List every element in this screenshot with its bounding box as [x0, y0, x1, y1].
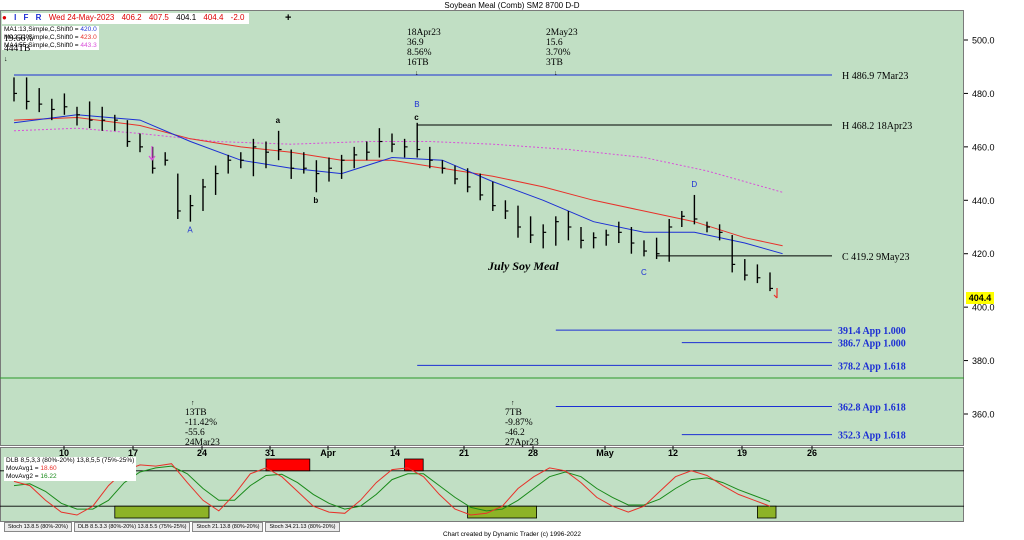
projection-label: 362.8 App 1.618 — [838, 403, 906, 414]
ma-legend: MA1:13,Simple,C,Shift0 = 420.0 MA2:21,Si… — [2, 26, 99, 50]
wave-label: b — [313, 196, 318, 205]
bar-high: 407.5 — [148, 13, 169, 22]
osc-legend-row: DLB 8,5,3,3 (80%-20%) 13,8,5,5 (75%-25%) — [6, 457, 135, 464]
y-tick-label: 480.0 — [972, 89, 995, 99]
bar-open: 406.2 — [121, 13, 142, 22]
buy-marker-arrow — [148, 146, 156, 161]
x-tick-label: 21 — [459, 448, 469, 458]
osc-overbought-box — [404, 458, 424, 472]
pin-icon[interactable]: ● — [2, 13, 7, 22]
price-axis — [964, 10, 1024, 446]
bar-low: 404.1 — [176, 13, 197, 22]
y-tick-label: 400.0 — [972, 303, 995, 313]
osc-legend-row: MovAvg2 = 16.22 — [6, 473, 57, 480]
osc-slow-line — [13, 465, 771, 512]
osc-fast-line — [13, 463, 771, 516]
ma21-line — [13, 116, 783, 247]
price-chart-panel[interactable] — [0, 10, 964, 446]
x-tick-label: 10 — [59, 448, 69, 458]
y-tick-label: 420.0 — [972, 249, 995, 259]
x-tick-label: 24 — [197, 448, 207, 458]
x-tick-label: 28 — [528, 448, 538, 458]
chart-note: July Soy Meal — [488, 259, 559, 273]
x-tick-label: May — [596, 448, 614, 458]
ma-legend-row: MA4:55,Simple,C,Shift0 = 443.3 — [4, 42, 97, 49]
level-label: H 486.9 7Mar23 — [842, 71, 908, 82]
stat-block-top-mid: 18Apr23 36.9 8.56% 16TB ↓ — [407, 28, 441, 77]
wave-label: c — [414, 113, 419, 122]
wave-label: B — [414, 100, 419, 109]
tab-stoch-34[interactable]: Stoch 34.21.13 (80%-20%) — [265, 522, 340, 532]
stat-block-bottom-right: ↑ 7TB -9.87% -46.2 27Apr23 — [505, 399, 539, 448]
stat-block-top-right: 2May23 15.6 3.70% 3TB ↓ — [546, 28, 578, 77]
info-icon[interactable]: I — [14, 13, 17, 22]
tab-stoch-13[interactable]: Stoch 13.8.5 (80%-20%) — [4, 522, 72, 532]
y-tick-label: 460.0 — [972, 142, 995, 152]
ma-legend-row: MA2:21,Simple,C,Shift0 = 423.0 — [4, 34, 97, 41]
chart-title: Soybean Meal (Comb) SM2 8700 D-D — [444, 1, 580, 10]
x-tick-label: 19 — [737, 448, 747, 458]
stat-block-bottom-left: ↑ 13TB -11.42% -55.6 24Mar23 — [185, 399, 220, 448]
add-study-button[interactable]: + — [285, 12, 292, 24]
x-tick-label: 12 — [668, 448, 678, 458]
y-tick-label: 440.0 — [972, 196, 995, 206]
tab-dlb[interactable]: DLB 8.5.3.3 (80%-20%) 13.8.5.5 (75%-25%) — [73, 522, 191, 532]
x-tick-label: 14 — [390, 448, 400, 458]
wave-label: a — [276, 116, 281, 125]
y-tick-label: 360.0 — [972, 410, 995, 420]
ma13-line — [13, 114, 783, 255]
projection-label: 386.7 App 1.000 — [838, 339, 906, 350]
wave-label: D — [691, 180, 697, 189]
study-tabs: Stoch 13.8.5 (80%-20%) DLB 8.5.3.3 (80%-… — [4, 522, 340, 532]
osc-legend-row: MovAvg1 = 18.60 — [6, 465, 57, 472]
refresh-icon[interactable]: R — [35, 13, 42, 22]
bar-close: 404.4 — [203, 13, 224, 22]
tab-stoch-21[interactable]: Stoch 21.13.8 (80%-20%) — [192, 522, 264, 532]
stat-block-top-left: 19.66% 444TB ↓ — [4, 34, 34, 63]
info-bar: ● I F R Wed 24-May-2023 406.2 407.5 404.… — [2, 13, 250, 24]
wave-label: A — [187, 225, 193, 234]
projection-label: 352.3 App 1.618 — [838, 431, 906, 442]
osc-oversold-box — [757, 505, 777, 519]
y-tick-label: 500.0 — [972, 36, 995, 46]
wave-label: C — [641, 268, 647, 277]
current-marker-arrow — [773, 288, 778, 299]
bar-date: Wed 24-May-2023 — [48, 13, 115, 22]
ma55-line — [13, 127, 783, 193]
x-tick-label: 17 — [128, 448, 138, 458]
projection-label: 391.4 App 1.000 — [838, 326, 906, 337]
current-price-tag: 404.4 — [966, 292, 994, 304]
filter-icon[interactable]: F — [23, 13, 29, 22]
osc-oversold-box — [467, 505, 538, 519]
ma-legend-row: MA1:13,Simple,C,Shift0 = 420.0 — [4, 26, 97, 33]
osc-overbought-box — [265, 458, 311, 472]
x-tick-label: Apr — [320, 448, 336, 458]
footer-credit: Chart created by Dynamic Trader (c) 1996… — [442, 531, 581, 538]
bar-change: -2.0 — [230, 13, 245, 22]
y-tick-label: 380.0 — [972, 356, 995, 366]
x-tick-label: 26 — [807, 448, 817, 458]
level-label: H 468.2 18Apr23 — [842, 121, 912, 132]
oscillator-legend: DLB 8,5,3,3 (80%-20%) 13,8,5,5 (75%-25%)… — [4, 457, 137, 481]
level-label: C 419.2 9May23 — [842, 252, 910, 263]
osc-oversold-box — [114, 505, 210, 519]
projection-label: 378.2 App 1.618 — [838, 361, 906, 372]
x-tick-label: 31 — [265, 448, 275, 458]
